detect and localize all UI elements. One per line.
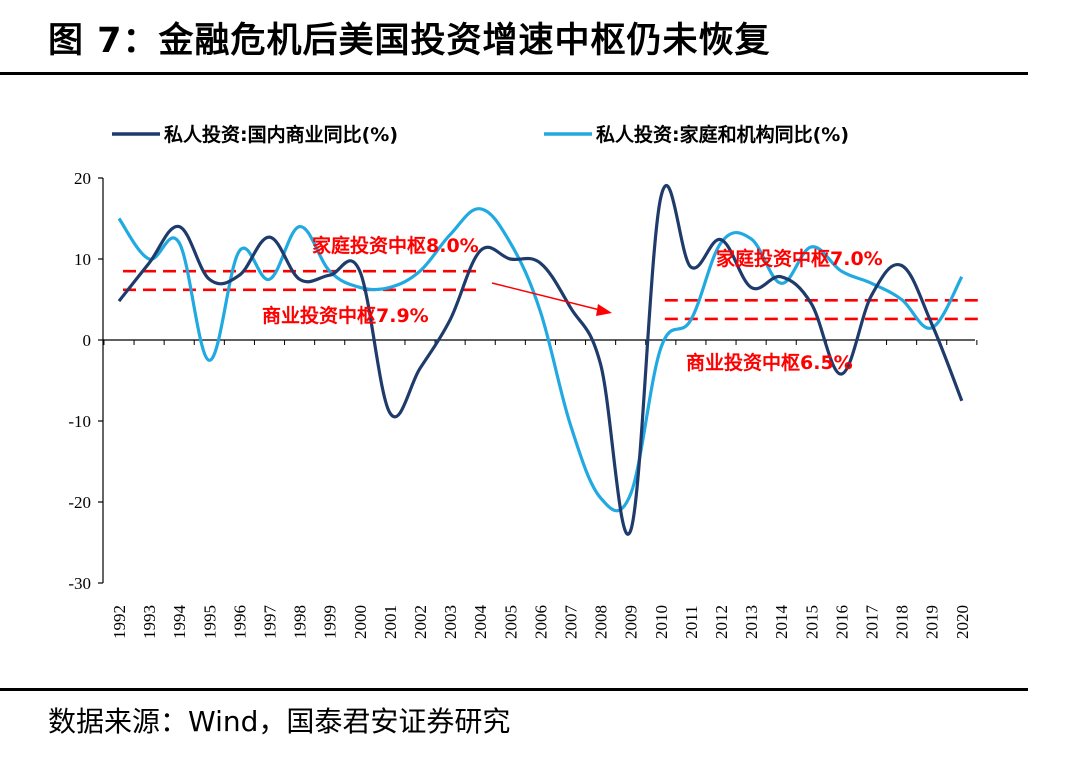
x-tick-label: 1994 <box>170 605 189 640</box>
x-tick-label: 2002 <box>411 605 430 639</box>
source-note: 数据来源：Wind，国泰君安证券研究 <box>48 705 511 738</box>
x-tick-label: 2004 <box>471 605 490 640</box>
x-tick-label: 1998 <box>291 605 310 639</box>
x-tick-label: 2012 <box>712 605 731 639</box>
chart-series <box>117 184 964 536</box>
center-lines <box>123 269 980 321</box>
x-tick-label: 2015 <box>802 605 821 639</box>
legend-label-commercial: 私人投资:国内商业同比(%) <box>164 123 398 146</box>
x-tick-label: 1999 <box>321 605 340 639</box>
x-tick-label: 2008 <box>592 605 611 639</box>
bottom-rule <box>0 688 1028 691</box>
x-tick-label: 2019 <box>923 605 942 639</box>
y-tick-label: -10 <box>68 412 91 431</box>
x-tick-label: 1992 <box>110 605 129 639</box>
y-tick-label: -20 <box>68 493 91 512</box>
x-tick-label: 1996 <box>230 605 249 639</box>
annotation-commercial-center-pre: 商业投资中枢7.9% <box>262 304 429 327</box>
y-tick-label: -30 <box>68 574 91 593</box>
x-tick-label: 1993 <box>140 605 159 639</box>
annotation-household-center-pre: 家庭投资中枢8.0% <box>312 234 479 257</box>
x-tick-label: 2016 <box>832 605 851 639</box>
chart-legend: 私人投资:国内商业同比(%) 私人投资:家庭和机构同比(%) <box>112 123 849 146</box>
figure-title: 图 7：金融危机后美国投资增速中枢仍未恢复 <box>48 21 771 61</box>
x-tick-label: 2000 <box>351 605 370 639</box>
annotation-household-center-post: 家庭投资中枢7.0% <box>716 247 883 270</box>
x-tick-label: 2009 <box>622 605 641 639</box>
trend-arrow-head <box>596 304 612 316</box>
x-tick-label: 2020 <box>953 605 972 639</box>
x-tick-label: 2010 <box>652 605 671 639</box>
x-tick-label: 1995 <box>200 605 219 639</box>
x-tick-label: 1997 <box>261 605 280 640</box>
top-rule <box>0 72 1028 75</box>
series-line-household <box>117 207 964 513</box>
x-tick-label: 2003 <box>441 605 460 639</box>
legend-label-household: 私人投资:家庭和机构同比(%) <box>596 123 849 146</box>
x-tick-label: 2007 <box>562 605 581 640</box>
annotation-commercial-center-post: 商业投资中枢6.5% <box>686 351 853 374</box>
series-line-commercial <box>117 184 964 536</box>
x-tick-label: 2018 <box>893 605 912 639</box>
chart-annotations: 家庭投资中枢8.0% 商业投资中枢7.9% 家庭投资中枢7.0% 商业投资中枢6… <box>262 234 883 374</box>
x-tick-label: 2013 <box>742 605 761 639</box>
x-tick-label: 2006 <box>531 605 550 639</box>
y-tick-label: 0 <box>83 331 92 350</box>
x-tick-label: 2005 <box>501 605 520 639</box>
x-tick-label: 2011 <box>682 605 701 638</box>
x-tick-label: 2017 <box>863 605 882 640</box>
x-tick-label: 2014 <box>772 605 791 640</box>
trend-arrow <box>491 282 605 312</box>
y-tick-label: 10 <box>74 250 91 269</box>
x-tick-label: 2001 <box>381 605 400 639</box>
y-tick-label: 20 <box>74 169 91 188</box>
